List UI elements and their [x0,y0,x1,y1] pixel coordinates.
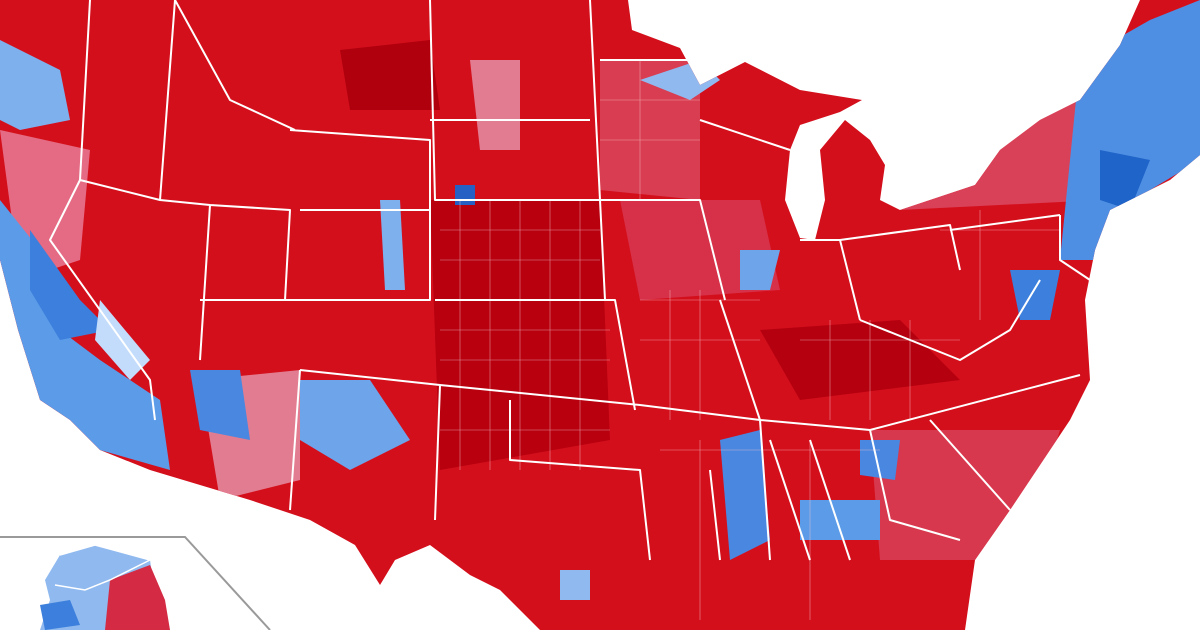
blue [800,500,880,540]
blue [380,200,405,290]
county-lines [440,60,1060,620]
dark-blue [455,185,475,205]
dark-red [340,40,440,110]
blue [740,250,780,290]
blue [300,380,410,470]
light-blue [560,570,590,600]
alaska-inset [0,536,271,630]
blue [190,370,250,440]
blue [0,40,70,130]
state-line [49,0,1091,561]
state-lines [49,0,1091,561]
pink [470,60,520,150]
blue [720,430,770,560]
alaska-blue [40,600,80,630]
pink [600,60,700,200]
alaska-red [105,565,170,630]
alaska-lines [54,544,153,591]
blue [30,230,110,340]
inset-border [0,536,271,630]
dark-blue [1100,150,1150,210]
